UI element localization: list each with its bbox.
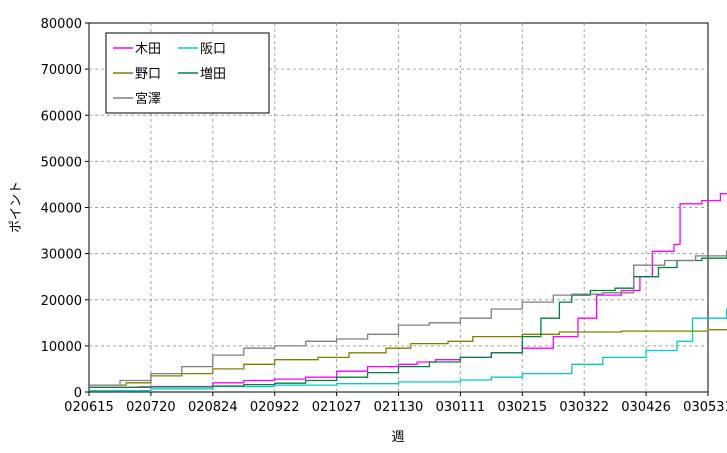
x-tick-label: 020922 xyxy=(250,400,300,415)
x-tick-label: 020615 xyxy=(64,400,114,415)
y-tick-label: 50000 xyxy=(41,155,82,170)
x-axis-ticks: 020615 020720 020824 020922 021027 021130 0301… xyxy=(64,392,727,415)
legend-label: 木田 xyxy=(135,42,161,57)
legend-label: 阪口 xyxy=(200,42,226,57)
x-tick-label: 030426 xyxy=(621,400,671,415)
x-tick-label: 021130 xyxy=(374,400,424,415)
y-tick-label: 10000 xyxy=(41,340,82,355)
series-line-4 xyxy=(89,252,727,389)
legend-label: 増田 xyxy=(200,67,226,82)
y-axis-ticks: 0 10000 20000 30000 40000 50000 60000 70000 8000… xyxy=(41,17,89,401)
x-tick-label: 020824 xyxy=(188,400,238,415)
x-tick-label: 021027 xyxy=(312,400,362,415)
y-tick-label: 60000 xyxy=(41,109,82,124)
legend-label: 宮澤 xyxy=(135,91,161,107)
x-tick-label: 030215 xyxy=(497,400,547,415)
x-tick-label: 030531 xyxy=(683,400,727,415)
y-axis-title: ポイント xyxy=(9,181,24,233)
y-tick-label: 0 xyxy=(74,386,82,401)
series-line-5 xyxy=(89,250,727,386)
y-tick-label: 20000 xyxy=(41,294,82,309)
x-tick-label: 030322 xyxy=(559,400,609,415)
y-tick-label: 30000 xyxy=(41,248,82,263)
series-line-3 xyxy=(89,329,727,386)
legend-label: 野口 xyxy=(135,67,161,82)
y-tick-label: 80000 xyxy=(41,17,82,32)
y-tick-label: 40000 xyxy=(41,202,82,217)
x-axis-title: 週 xyxy=(391,430,404,445)
x-tick-label: 020720 xyxy=(126,400,176,415)
y-tick-label: 70000 xyxy=(41,63,82,78)
x-tick-label: 030111 xyxy=(436,400,486,415)
